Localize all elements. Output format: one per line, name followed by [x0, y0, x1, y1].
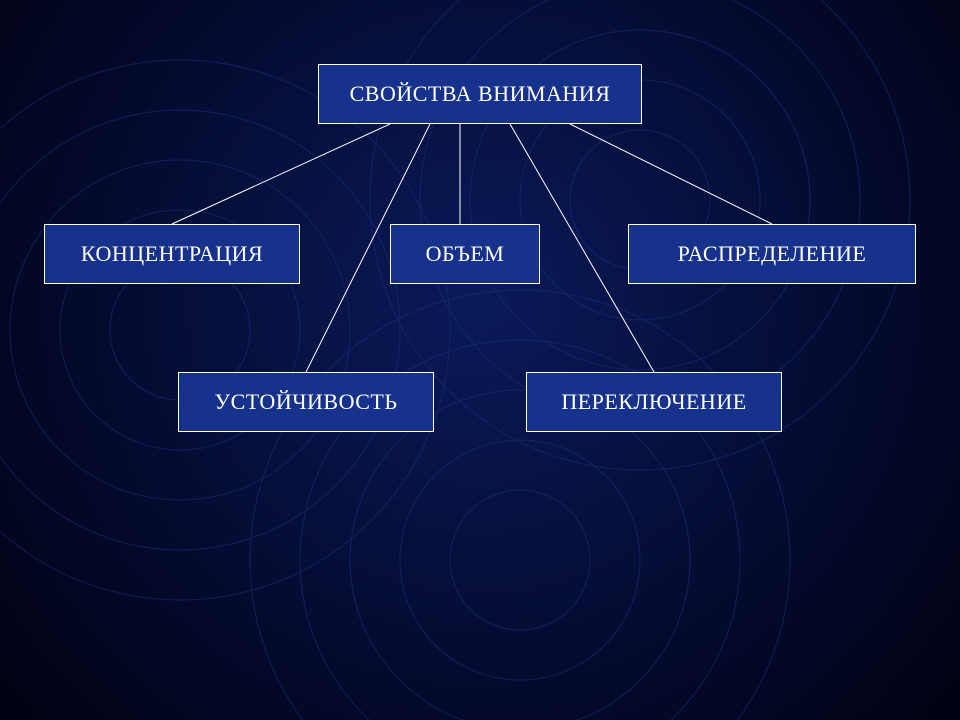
node-root: СВОЙСТВА ВНИМАНИЯ	[318, 64, 642, 124]
connector-line	[172, 124, 390, 224]
node-n5: ПЕРЕКЛЮЧЕНИЕ	[526, 372, 782, 432]
node-label: КОНЦЕНТРАЦИЯ	[81, 241, 263, 267]
node-n4: УСТОЙЧИВОСТЬ	[178, 372, 434, 432]
node-n2: ОБЪЕМ	[390, 224, 540, 284]
node-label: СВОЙСТВА ВНИМАНИЯ	[350, 81, 611, 107]
node-n1: КОНЦЕНТРАЦИЯ	[44, 224, 300, 284]
node-label: РАСПРЕДЕЛЕНИЕ	[678, 241, 867, 267]
diagram-stage: СВОЙСТВА ВНИМАНИЯ КОНЦЕНТРАЦИЯ ОБЪЕМ РАСПРЕ…	[0, 0, 960, 720]
connector-line	[570, 124, 772, 224]
node-label: УСТОЙЧИВОСТЬ	[215, 389, 398, 415]
node-n3: РАСПРЕДЕЛЕНИЕ	[628, 224, 916, 284]
node-label: ПЕРЕКЛЮЧЕНИЕ	[561, 389, 746, 415]
node-label: ОБЪЕМ	[426, 241, 505, 267]
